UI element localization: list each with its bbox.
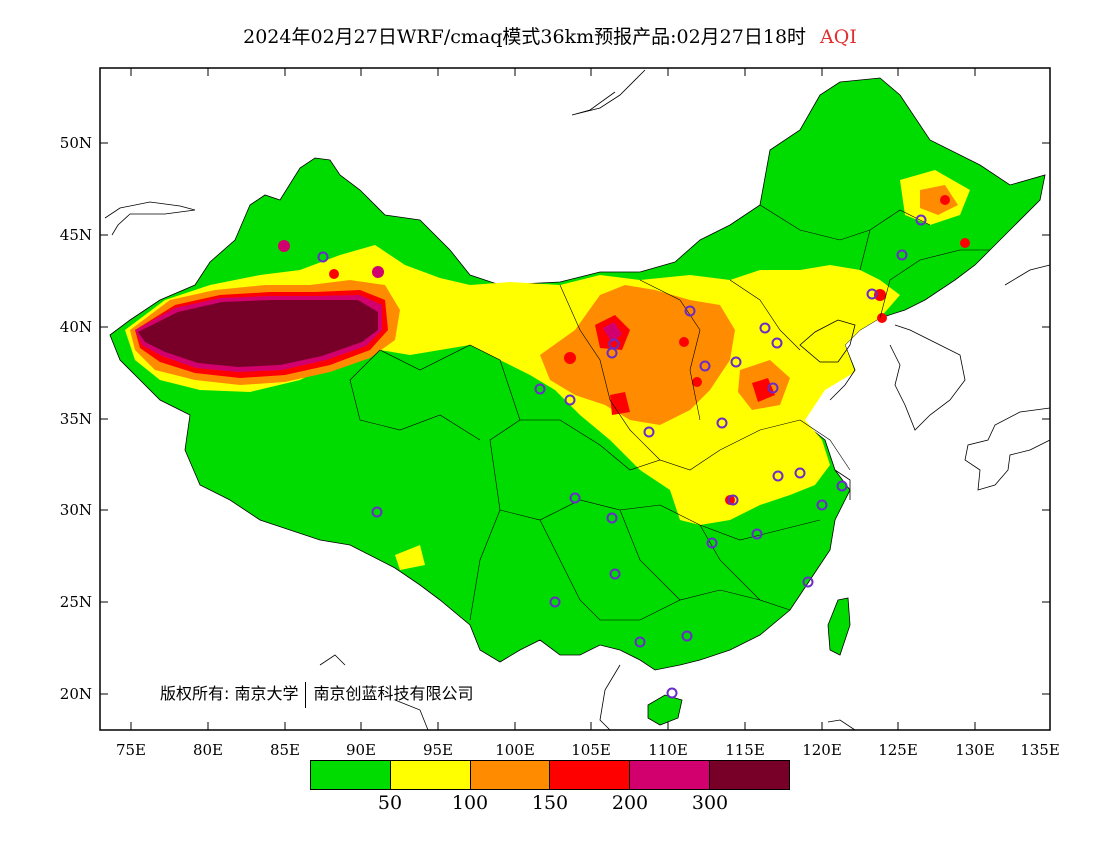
- copyright-company: 南京创蓝科技有限公司: [313, 684, 474, 703]
- lat-label-40n: 40N: [59, 318, 92, 336]
- copyright-separator: [305, 681, 307, 708]
- region-unhealthy-shanxi: [610, 392, 630, 415]
- lon-label-80e: 80E: [192, 741, 224, 759]
- neighbor-coastlines: [104, 69, 1051, 731]
- lat-ticks: [100, 142, 1050, 695]
- title-variable: AQI: [820, 26, 857, 48]
- legend-swatch-4: [630, 761, 711, 789]
- lon-label-105e: 105E: [571, 741, 611, 759]
- yellow-sea-coast: [829, 369, 856, 500]
- title-main: 2024年02月27日WRF/cmaq模式36km预报产品:02月27日18时: [243, 26, 807, 48]
- hainan-island: [647, 694, 683, 726]
- lon-label-120e: 120E: [802, 741, 842, 759]
- lon-label-115e: 115E: [725, 741, 765, 759]
- region-usg-ne: [920, 185, 958, 215]
- caspian-coast: [104, 201, 196, 236]
- map-title: 2024年02月27日WRF/cmaq模式36km预报产品:02月27日18时 A…: [0, 22, 1100, 49]
- lat-label-25n: 25N: [59, 593, 92, 611]
- legend-swatch-3: [550, 761, 631, 789]
- legend-swatch-1: [390, 761, 471, 789]
- legend-label-150: 150: [531, 792, 569, 814]
- region-very-unhealthy-ordos: [603, 322, 622, 343]
- korea-coast: [889, 324, 966, 431]
- copyright-notice: 版权所有: 南京大学 南京创蓝科技有限公司: [160, 680, 474, 708]
- lon-label-135e: 135E: [1020, 741, 1060, 759]
- legend-label-200: 200: [611, 792, 649, 814]
- legend-swatch-0: [311, 761, 391, 789]
- region-moderate-sw: [395, 545, 425, 570]
- map-frame: [99, 67, 1051, 731]
- taiwan-island: [827, 597, 851, 656]
- lon-label-85e: 85E: [269, 741, 301, 759]
- vietnam-coast: [599, 664, 621, 731]
- legend-swatch-5: [710, 761, 789, 789]
- japan-coast: [964, 264, 1051, 491]
- region-usg-central: [540, 285, 735, 425]
- lake-baikal: [571, 69, 646, 116]
- lat-label-35n: 35N: [59, 410, 92, 428]
- legend-label-50: 50: [377, 792, 403, 814]
- region-hazardous-tarim: [138, 300, 378, 367]
- legend-label-100: 100: [451, 792, 489, 814]
- bohai-coast: [799, 319, 856, 363]
- hotspots: [278, 195, 970, 505]
- province-boundaries: [349, 204, 990, 621]
- lon-label-100e: 100E: [495, 741, 535, 759]
- south-border: [319, 654, 856, 731]
- lat-label-45n: 45N: [59, 226, 92, 244]
- lon-label-110e: 110E: [648, 741, 688, 759]
- station-markers: [317, 214, 927, 699]
- lon-label-90e: 90E: [345, 741, 377, 759]
- aqi-color-legend: [310, 760, 790, 790]
- lon-label-130e: 130E: [955, 741, 995, 759]
- legend-swatch-2: [470, 761, 551, 789]
- legend-label-300: 300: [691, 792, 729, 814]
- copyright-owner: 版权所有: 南京大学: [160, 684, 299, 703]
- lon-label-95e: 95E: [422, 741, 454, 759]
- lon-label-75e: 75E: [115, 741, 147, 759]
- lat-label-20n: 20N: [59, 685, 92, 703]
- lon-ticks: [130, 68, 976, 730]
- lat-label-30n: 30N: [59, 501, 92, 519]
- lat-label-50n: 50N: [59, 134, 92, 152]
- lon-label-125e: 125E: [878, 741, 918, 759]
